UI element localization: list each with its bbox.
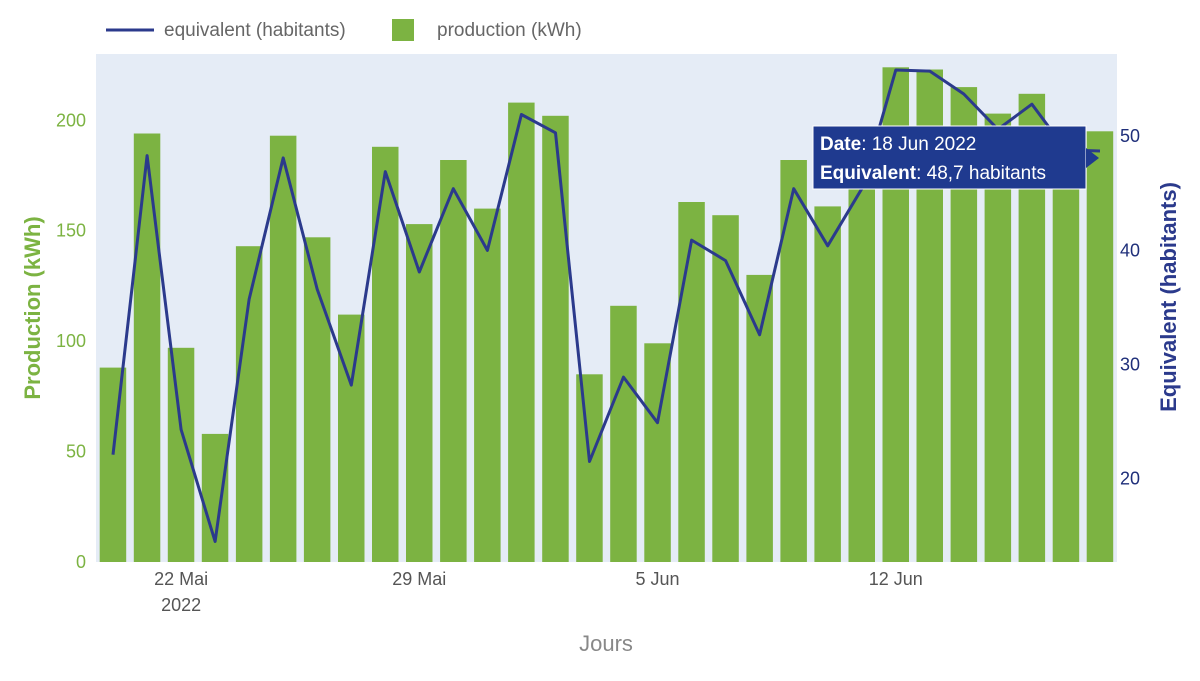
line-point-2022-06-12[interactable] <box>893 67 899 73</box>
line-point-2022-06-16[interactable] <box>1029 101 1035 107</box>
legend-label-production[interactable]: production (kWh) <box>437 20 582 41</box>
bar-2022-06-08[interactable] <box>746 274 773 562</box>
line-point-2022-06-07[interactable] <box>723 258 729 264</box>
bar-2022-06-07[interactable] <box>712 215 739 562</box>
y-tick-label: 200 <box>56 110 86 130</box>
legend[interactable]: equivalent (habitants) production (kWh) <box>106 19 582 41</box>
bar-2022-06-17[interactable] <box>1052 129 1080 562</box>
line-point-2022-05-27[interactable] <box>348 382 354 388</box>
line-point-2022-05-20[interactable] <box>110 452 116 458</box>
y-tick-label: 100 <box>56 331 86 351</box>
bar-2022-06-06[interactable] <box>678 202 705 562</box>
tooltip-date-key: Date <box>820 134 861 155</box>
bar-2022-06-04[interactable] <box>610 305 637 562</box>
tooltip-equivalent-line: Equivalent: 48,7 habitants <box>820 163 1046 184</box>
tooltip-equivalent-value: : 48,7 habitants <box>916 163 1046 184</box>
line-point-2022-06-02[interactable] <box>553 130 559 136</box>
bar-2022-06-02[interactable] <box>542 115 569 563</box>
bar-2022-05-29[interactable] <box>406 224 433 562</box>
bar-2022-06-09[interactable] <box>780 160 807 562</box>
line-point-2022-06-08[interactable] <box>757 332 763 338</box>
line-point-2022-06-10[interactable] <box>825 243 831 249</box>
tooltip-pointer <box>1086 148 1099 168</box>
line-point-2022-06-03[interactable] <box>587 459 593 465</box>
line-point-2022-05-22[interactable] <box>178 427 184 433</box>
line-point-2022-05-28[interactable] <box>382 169 388 175</box>
line-point-2022-05-31[interactable] <box>484 247 490 253</box>
line-layer <box>110 67 1103 545</box>
x-tick-label: 12 Jun <box>869 569 923 589</box>
line-point-2022-05-26[interactable] <box>314 286 320 292</box>
line-point-2022-06-09[interactable] <box>791 186 797 192</box>
legend-bar-swatch <box>392 19 414 41</box>
line-point-2022-06-01[interactable] <box>518 112 524 118</box>
bar-2022-06-11[interactable] <box>848 160 876 562</box>
x-tick-label: 22 Mai <box>154 569 208 589</box>
line-point-2022-06-13[interactable] <box>927 68 933 74</box>
line-point-2022-05-25[interactable] <box>280 155 286 161</box>
y-tick-label: 150 <box>56 221 86 241</box>
y-tick-label: 50 <box>66 442 86 462</box>
line-point-2022-06-04[interactable] <box>621 374 627 380</box>
bar-2022-05-30[interactable] <box>440 160 467 562</box>
line-point-2022-05-30[interactable] <box>450 186 456 192</box>
ticks-layer: 0 50 100 150 200 20 30 40 50 22 Mai 2022 29 Mai 5 Ju… <box>56 110 1140 615</box>
bar-2022-05-20[interactable] <box>99 367 127 562</box>
bar-2022-06-18[interactable] <box>1086 131 1114 563</box>
bar-2022-05-21[interactable] <box>133 133 161 563</box>
line-point-2022-06-05[interactable] <box>655 420 661 426</box>
bar-2022-06-10[interactable] <box>814 206 841 562</box>
bar-2022-05-27[interactable] <box>338 314 365 562</box>
line-point-2022-06-14[interactable] <box>961 91 967 97</box>
bar-2022-05-25[interactable] <box>269 135 297 562</box>
line-point-2022-05-21[interactable] <box>144 153 150 159</box>
bar-2022-05-31[interactable] <box>474 208 501 562</box>
line-point-2022-05-29[interactable] <box>416 269 422 275</box>
bar-2022-05-28[interactable] <box>372 146 399 563</box>
x-tick-sublabel: 2022 <box>161 595 201 615</box>
y-tick-label: 0 <box>76 552 86 572</box>
y2-tick-label: 50 <box>1120 126 1140 146</box>
legend-label-equivalent[interactable]: equivalent (habitants) <box>164 20 346 41</box>
x-tick-label: 5 Jun <box>635 569 679 589</box>
y2-tick-label: 20 <box>1120 469 1140 489</box>
hover-tooltip: Date: 18 Jun 2022 Equivalent: 48,7 habit… <box>812 125 1099 190</box>
line-point-2022-05-24[interactable] <box>246 296 252 302</box>
line-point-2022-06-06[interactable] <box>689 237 695 243</box>
tooltip-date-value: : 18 Jun 2022 <box>861 134 976 155</box>
y2-tick-label: 30 <box>1120 355 1140 375</box>
tooltip-equivalent-key: Equivalent <box>820 163 917 184</box>
line-point-2022-05-23[interactable] <box>212 539 218 545</box>
tooltip-date-line: Date: 18 Jun 2022 <box>820 134 976 155</box>
y2-tick-label: 40 <box>1120 240 1140 260</box>
line-point-2022-06-18[interactable] <box>1097 148 1103 154</box>
bar-2022-06-01[interactable] <box>508 102 535 562</box>
tooltip-box <box>812 125 1087 190</box>
y2-axis-title: Equivalent (habitants) <box>1156 182 1181 412</box>
bar-2022-06-03[interactable] <box>576 374 603 562</box>
equivalent-line[interactable] <box>111 68 1101 543</box>
x-axis-title: Jours <box>579 631 633 656</box>
y-axis-title: Production (kWh) <box>20 216 45 399</box>
x-tick-label: 29 Mai <box>392 569 446 589</box>
